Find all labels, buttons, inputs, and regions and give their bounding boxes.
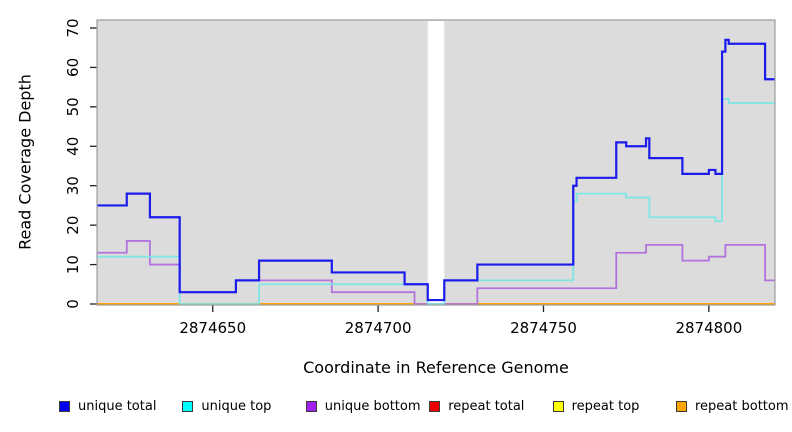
legend-swatch-unique-top	[182, 401, 194, 412]
legend-swatch-repeat-top	[552, 401, 564, 412]
x-tick-label: 2874700	[345, 319, 412, 337]
legend-item-repeat-bottom: repeat bottom	[676, 399, 789, 414]
y-tick-label: 10	[64, 255, 82, 274]
unique-bottom-line	[97, 240, 775, 305]
x-tick-label: 2874650	[179, 319, 246, 337]
legend: unique total unique top unique bottom repea…	[0, 399, 792, 421]
y-tick-label: 60	[64, 58, 82, 77]
unique-total-line	[97, 38, 775, 302]
legend-item-unique-total: unique total	[59, 399, 156, 414]
coverage-gap-band	[427, 21, 445, 304]
legend-label: repeat bottom	[695, 399, 789, 414]
legend-swatch-unique-total	[59, 401, 70, 412]
legend-item-unique-bottom: unique bottom	[305, 399, 421, 414]
x-axis-title: Coordinate in Reference Genome	[303, 358, 569, 377]
unique-top-line	[97, 98, 775, 305]
legend-label: repeat top	[571, 399, 640, 414]
legend-label: repeat total	[448, 399, 525, 414]
legend-label: unique bottom	[324, 399, 421, 414]
y-tick-label: 40	[64, 137, 82, 156]
legend-item-repeat-total: repeat total	[429, 399, 524, 414]
legend-item-unique-top: unique top	[182, 399, 271, 414]
legend-label: unique total	[78, 399, 157, 414]
plot-border	[96, 19, 776, 306]
legend-swatch-repeat-total	[429, 401, 441, 412]
legend-label: unique top	[201, 399, 272, 414]
y-tick-label: 20	[64, 216, 82, 235]
y-tick-label: 0	[64, 299, 82, 309]
legend-swatch-repeat-bottom	[676, 401, 687, 412]
x-tick-label: 2874750	[510, 319, 577, 337]
legend-item-repeat-top: repeat top	[552, 399, 640, 414]
y-axis-title: Read Coverage Depth	[15, 74, 35, 250]
y-tick-label: 30	[64, 176, 82, 195]
legend-swatch-unique-bottom	[305, 401, 317, 412]
y-tick-label: 70	[64, 18, 82, 37]
x-tick-label: 2874800	[675, 319, 742, 337]
y-tick-label: 50	[64, 97, 82, 116]
